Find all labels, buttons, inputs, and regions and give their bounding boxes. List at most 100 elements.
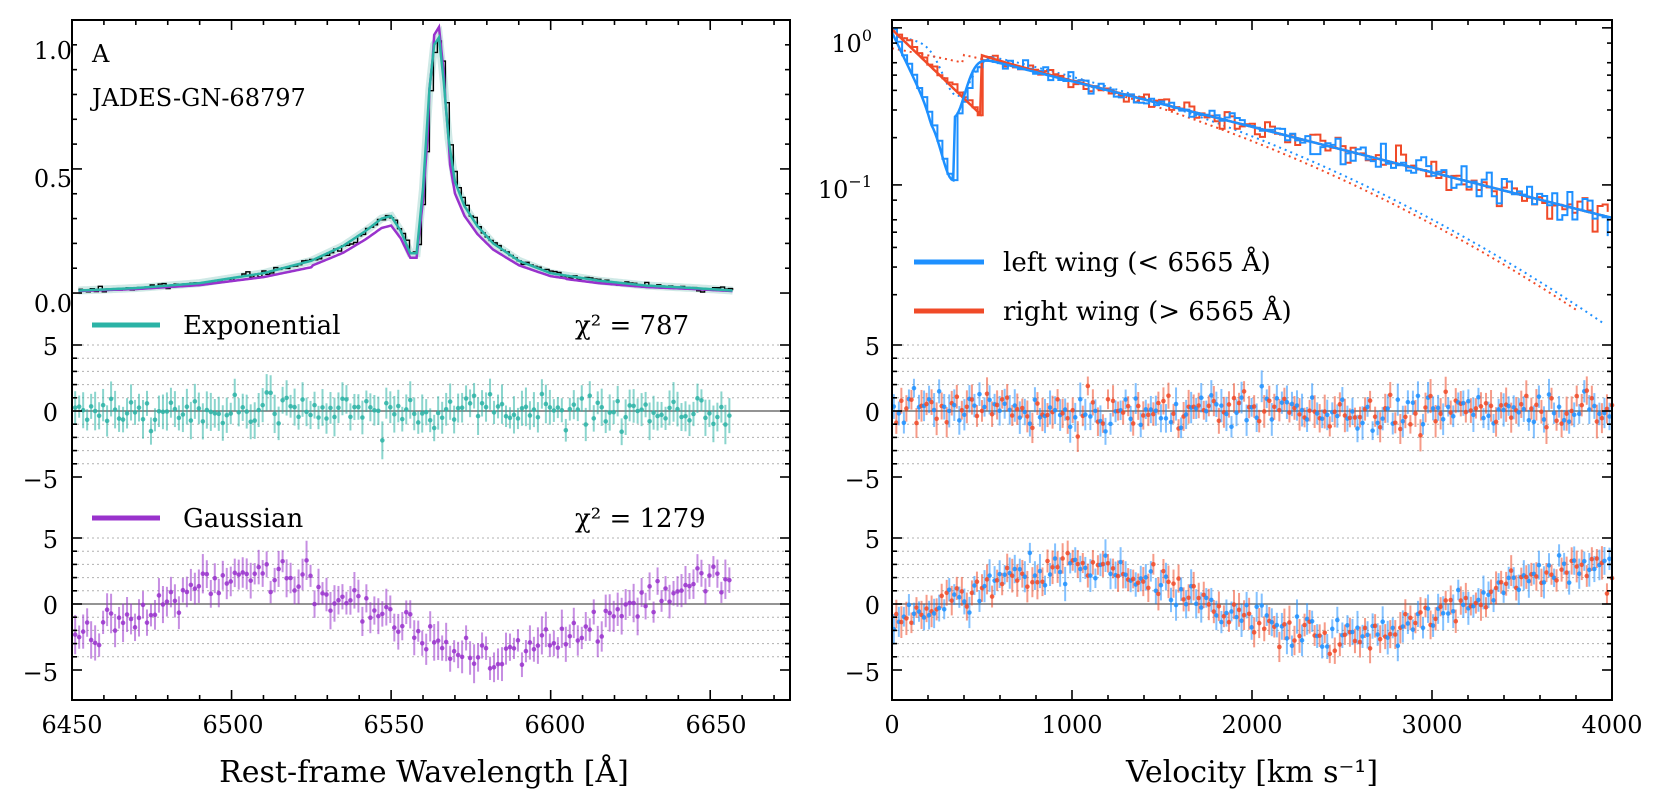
wing-residual-2-point (1350, 629, 1355, 635)
wing-residual-1-point (1377, 424, 1383, 430)
gauss-residual-point (112, 628, 118, 633)
gauss-residual-point (727, 577, 732, 583)
wing-residual-2-point (946, 587, 952, 593)
exp-residual-point (443, 406, 449, 412)
wing-residual-2-point (1118, 559, 1123, 565)
wing-residual-1-point (1009, 413, 1015, 418)
gauss-residual-point (499, 661, 505, 667)
wing-residual-1-point (1274, 396, 1280, 401)
wing-residual-1-point (1072, 415, 1078, 420)
wing-residual-2-point (1183, 601, 1189, 607)
wing-residual-2-point (914, 605, 919, 610)
wing-residual-1-point (1360, 420, 1365, 426)
wing-residual-1-point (1370, 428, 1375, 433)
gauss-residual-point (296, 584, 301, 589)
gauss-residual-point (276, 566, 281, 572)
wing-residual-2-point (1110, 566, 1116, 571)
gauss-residual-point (463, 635, 469, 641)
exp-residual-point (539, 391, 545, 397)
wing-residual-1-point (1067, 424, 1073, 430)
wing-residual-1-point (1088, 414, 1093, 419)
wing-residual-1-point (1214, 402, 1219, 407)
gauss-residual-point (264, 562, 269, 567)
wing-residual-2-point (1327, 651, 1333, 657)
exp-residual-point (188, 418, 194, 423)
gauss-residual-point (571, 620, 577, 626)
wing-residual-2-point (1083, 565, 1088, 571)
wing-residual-1-point (931, 407, 937, 413)
wing-residual-2-point (1173, 602, 1179, 608)
exp-residual-point (324, 416, 329, 421)
wing-residual-2-point (951, 592, 957, 597)
wing-residual-2-point (1375, 632, 1380, 637)
wing-residual-2-point (1329, 626, 1335, 632)
exp-residual-point (531, 407, 537, 412)
exp-residual-point (92, 408, 98, 414)
wing-residual-1-point (1372, 414, 1378, 420)
wing-residual-2-point (1178, 586, 1184, 592)
exp-residual-point (172, 406, 178, 412)
wing-residual-2-point (1576, 571, 1582, 577)
wing-residual-1-point (899, 398, 904, 404)
wing-residual-2-point (1186, 595, 1191, 601)
exp-residual-point (160, 409, 166, 415)
wing-residual-1-point (1471, 412, 1476, 418)
wing-residual-2-point (1440, 610, 1446, 616)
xtick-label-1000: 1000 (1041, 711, 1102, 739)
wing-residual-1-point (1173, 401, 1179, 407)
gauss-residual-point (711, 564, 716, 569)
gauss-residual-point (380, 611, 385, 617)
wing-residual-1-point (1075, 434, 1081, 439)
wing-residual-1-point (1151, 411, 1156, 417)
wing-residual-2-point (1433, 616, 1438, 622)
exp-residual-point (256, 407, 261, 413)
exp-residual-point (719, 404, 724, 410)
gauss-residual-point (443, 639, 449, 645)
wing-residual-1-point (1035, 401, 1040, 406)
wing-residual-1-point (1272, 404, 1277, 410)
wing-residual-1-point (1579, 402, 1585, 408)
wing-residual-1-point (1209, 393, 1214, 398)
xtick-label-6600: 6600 (524, 711, 585, 739)
exp-residual-point (583, 422, 589, 427)
exp-residual-point (727, 413, 732, 418)
wing-residual-1-point (1410, 400, 1416, 406)
gauss-residual-point (216, 590, 222, 596)
exp-residual-point (72, 405, 78, 410)
wing-residual-1-point (1337, 402, 1343, 407)
xtick-label-6500: 6500 (202, 711, 263, 739)
gauss-residual-point (507, 644, 513, 650)
gauss-residual-point (515, 638, 521, 643)
gauss-residual-point (559, 626, 565, 632)
exp-residual-point (192, 399, 198, 404)
wing-residual-1-point (1327, 424, 1333, 429)
exp-residual-point (463, 396, 469, 401)
wing-residual-2-point (1060, 556, 1065, 561)
wing-residual-2-point (1345, 623, 1350, 628)
wing-residual-1-point (1158, 415, 1164, 421)
wing-residual-1-point (951, 402, 957, 408)
gauss-residual-point (236, 572, 242, 577)
gauss-residual-point (220, 573, 226, 578)
gauss-residual-point (172, 598, 178, 604)
x-axis-label-velocity: Velocity [km s⁻¹] (1125, 755, 1378, 790)
wing-residual-1-point (954, 394, 960, 400)
exp-residual-point (164, 409, 170, 414)
wing-residual-2-point (1413, 620, 1418, 626)
wing-residual-1-point (1440, 416, 1446, 422)
wing-residual-2-point (1284, 636, 1290, 641)
wing-residual-1-point (1120, 410, 1126, 415)
exp-residual-point (503, 413, 509, 419)
gauss-residual-point (104, 607, 110, 612)
wing-residual-2-point (1072, 557, 1078, 563)
wing-residual-1-point (1466, 398, 1471, 404)
gauss-residual-point (671, 590, 676, 596)
exp-residual-point (623, 414, 628, 420)
wing-residual-1-point (1355, 426, 1360, 431)
wing-residual-1-point (957, 418, 962, 423)
gauss-residual-point (384, 604, 389, 610)
wing-residual-2-point (1418, 610, 1423, 615)
wing-residual-1-point (1294, 403, 1300, 408)
wing-residual-1-point (1413, 411, 1418, 416)
wing-residual-1-point (1284, 399, 1290, 405)
